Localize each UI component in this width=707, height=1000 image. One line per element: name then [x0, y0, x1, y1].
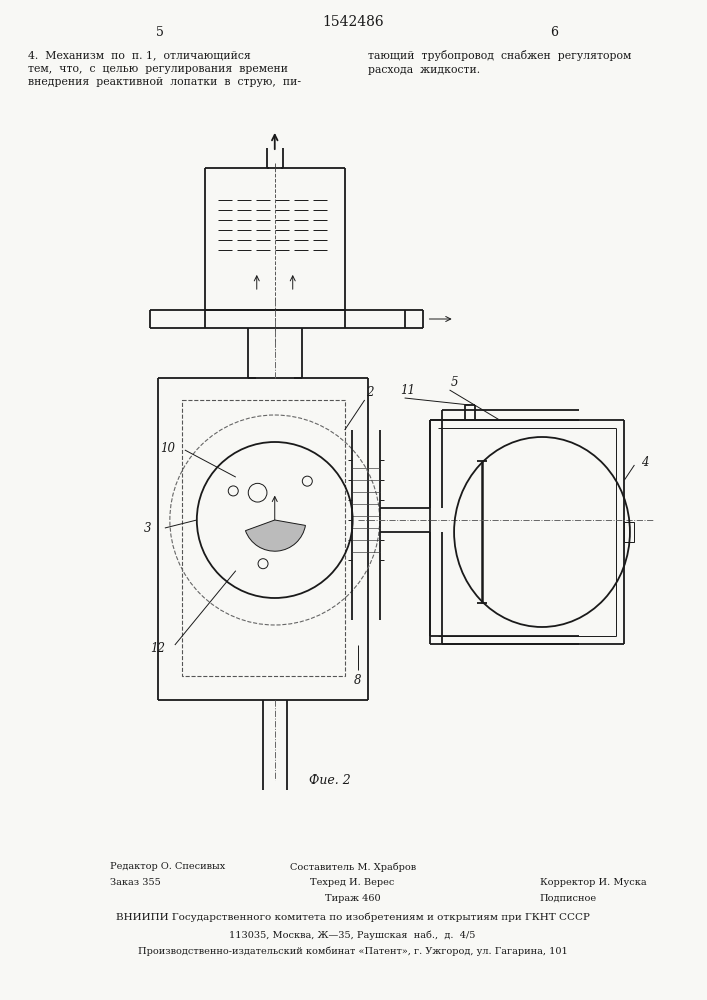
Circle shape: [248, 483, 267, 502]
Text: 2: 2: [366, 385, 373, 398]
Circle shape: [258, 559, 268, 569]
Text: Составитель М. Храбров: Составитель М. Храбров: [290, 862, 416, 871]
Text: Подписное: Подписное: [539, 894, 597, 903]
Text: 8: 8: [354, 674, 361, 686]
Text: Заказ 355: Заказ 355: [110, 878, 160, 887]
Text: 11: 11: [400, 383, 415, 396]
Text: 1542486: 1542486: [322, 15, 383, 29]
Text: Тираж 460: Тираж 460: [325, 894, 380, 903]
Circle shape: [228, 486, 238, 496]
Text: 5: 5: [156, 25, 164, 38]
Text: 5: 5: [451, 375, 458, 388]
Text: 4.  Механизм  по  п. 1,  отличающийся
тем,  что,  с  целью  регулирования  време: 4. Механизм по п. 1, отличающийся тем, ч…: [28, 50, 301, 87]
Text: 10: 10: [160, 442, 175, 454]
Text: Корректор И. Муска: Корректор И. Муска: [539, 878, 646, 887]
Text: ВНИИПИ Государственного комитета по изобретениям и открытиям при ГКНТ СССР: ВНИИПИ Государственного комитета по изоб…: [116, 912, 590, 922]
Bar: [624, 522, 634, 542]
Circle shape: [303, 476, 312, 486]
Text: Производственно-издательский комбинат «Патент», г. Ужгород, ул. Гагарина, 101: Производственно-издательский комбинат «П…: [138, 946, 568, 956]
Text: Техред И. Верес: Техред И. Верес: [310, 878, 395, 887]
Bar: [182, 400, 345, 676]
Text: Фие. 2: Фие. 2: [309, 774, 351, 786]
Text: 6: 6: [551, 25, 559, 38]
Wedge shape: [245, 520, 305, 551]
Text: 12: 12: [151, 642, 165, 654]
Text: 113035, Москва, Ж—35, Раушская  наб.,  д.  4/5: 113035, Москва, Ж—35, Раушская наб., д. …: [230, 930, 476, 940]
Text: 4: 4: [641, 456, 648, 468]
Text: 3: 3: [144, 522, 151, 534]
Text: тающий  трубопровод  снабжен  регулятором
расхода  жидкости.: тающий трубопровод снабжен регулятором р…: [368, 50, 631, 75]
Text: Редактор О. Спесивых: Редактор О. Спесивых: [110, 862, 225, 871]
